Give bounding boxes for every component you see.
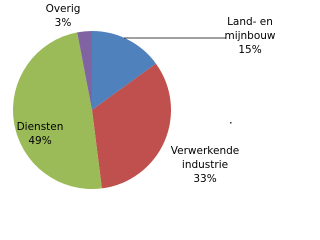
pie-area: [13, 31, 232, 189]
value-label: 3%: [54, 17, 72, 29]
slice-label: Overig 3%: [35, 2, 91, 30]
slice-label: Verwerkende industrie 33%: [160, 144, 250, 186]
category-label: Overig: [45, 3, 81, 15]
pie-slice: [92, 63, 171, 189]
value-label: 33%: [193, 173, 217, 185]
category-label: Verwerkende industrie: [170, 145, 240, 171]
pie-slice: [77, 31, 92, 110]
pie-slice: [13, 32, 102, 189]
chart: Land- en mijnbouw 15% Verwerkende industri…: [5, 2, 285, 189]
dot: [230, 122, 232, 124]
value-label: 15%: [238, 44, 262, 56]
category-label: Land- en mijnbouw: [224, 16, 276, 42]
slice-label: Diensten 49%: [5, 120, 75, 148]
pie-slice: [92, 31, 156, 110]
category-label: Diensten: [16, 121, 64, 133]
slice-label: Land- en mijnbouw 15%: [215, 15, 285, 57]
value-label: 49%: [28, 135, 52, 147]
